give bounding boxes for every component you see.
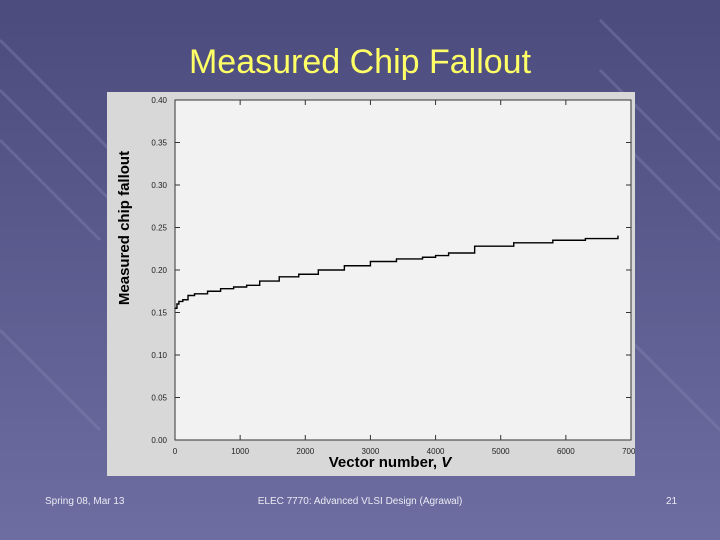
y-axis-ticks: 0.00 0.05 0.10 0.15 0.20 0.25 0.30 0.35 0.40 bbox=[151, 96, 631, 445]
data-point bbox=[552, 239, 554, 241]
data-point bbox=[513, 242, 515, 244]
y-axis-label: Measured chip fallout bbox=[116, 150, 133, 306]
x-tick-label: 0 bbox=[173, 447, 178, 456]
data-point bbox=[220, 288, 222, 290]
y-tick-label: 0.15 bbox=[151, 309, 167, 318]
data-point bbox=[617, 235, 619, 237]
x-tick-label: 5000 bbox=[492, 447, 510, 456]
x-tick-label: 3000 bbox=[362, 447, 380, 456]
x-tick-label: 4000 bbox=[427, 447, 445, 456]
y-tick-label: 0.20 bbox=[151, 266, 167, 275]
series-group bbox=[174, 235, 619, 309]
footer-date: Spring 08, Mar 13 bbox=[45, 496, 125, 507]
footer-course: ELEC 7770: Advanced VLSI Design (Agrawal… bbox=[257, 496, 463, 507]
data-point bbox=[395, 258, 398, 260]
data-point bbox=[421, 256, 424, 258]
data-point bbox=[206, 290, 209, 292]
y-tick-label: 0.25 bbox=[151, 224, 167, 233]
x-axis-label-text: Vector number, bbox=[328, 454, 442, 471]
data-point bbox=[434, 254, 437, 257]
x-tick-label: 2000 bbox=[296, 447, 314, 456]
data-point bbox=[448, 252, 450, 254]
data-point bbox=[182, 299, 184, 301]
x-axis-ticks: 0 1000 2000 3000 4000 5000 6000 7000 bbox=[173, 100, 635, 456]
data-point bbox=[298, 273, 300, 275]
y-tick-label: 0.10 bbox=[151, 351, 167, 360]
data-point bbox=[474, 245, 476, 247]
y-tick-label: 0.30 bbox=[151, 181, 167, 190]
y-tick-label: 0.05 bbox=[151, 394, 167, 403]
data-point bbox=[584, 237, 586, 240]
y-tick-label: 0.40 bbox=[151, 96, 167, 105]
y-tick-label: 0.00 bbox=[151, 436, 167, 445]
data-point bbox=[233, 286, 235, 288]
x-tick-label: 1000 bbox=[231, 447, 249, 456]
x-axis-label: Vector number, V bbox=[280, 454, 500, 471]
x-tick-label: 7000 bbox=[622, 447, 635, 456]
x-tick-label: 6000 bbox=[557, 447, 575, 456]
data-point bbox=[278, 276, 280, 278]
data-point bbox=[259, 280, 261, 282]
x-axis-label-var: V bbox=[441, 454, 452, 471]
data-point bbox=[343, 265, 345, 267]
y-tick-label: 0.35 bbox=[151, 139, 167, 148]
slide-title: Measured Chip Fallout bbox=[188, 43, 532, 81]
footer-page-number: 21 bbox=[666, 496, 678, 507]
data-point bbox=[187, 294, 189, 297]
data-point bbox=[178, 300, 180, 303]
data-point bbox=[193, 293, 196, 295]
data-point bbox=[317, 269, 319, 271]
data-point bbox=[176, 303, 178, 305]
data-point bbox=[174, 307, 176, 309]
data-point bbox=[246, 284, 248, 286]
fallout-chart: 0.00 0.05 0.10 0.15 0.20 0.25 0.30 0.35 0.40 0 10… bbox=[151, 96, 635, 456]
plot-area bbox=[174, 99, 632, 441]
data-point bbox=[369, 260, 372, 263]
